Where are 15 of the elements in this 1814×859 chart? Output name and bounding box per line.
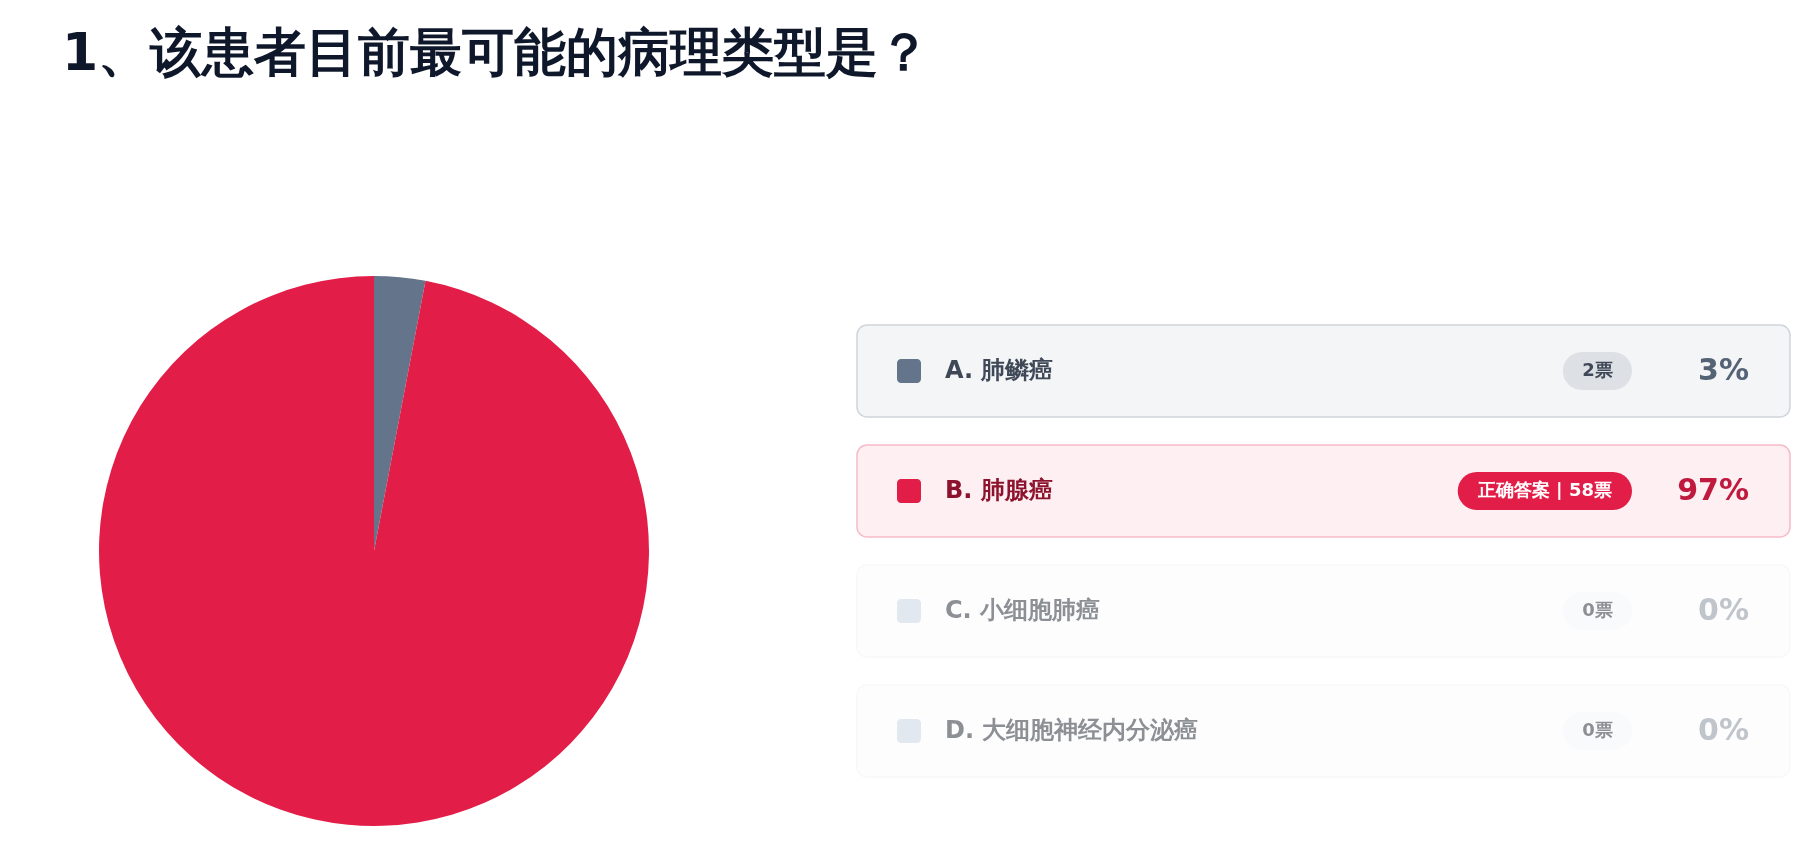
legend-label: C. 小细胞肺癌	[945, 596, 1101, 624]
data-label: 97%	[1677, 472, 1749, 507]
pie-slice	[99, 276, 649, 826]
legend-label: B. 肺腺癌	[945, 476, 1053, 504]
chart-title: 1、该患者目前最可能的病理类型是？	[62, 22, 931, 82]
text: 正确答案 | 58票	[1476, 479, 1612, 500]
text: 0%	[1698, 712, 1749, 747]
text: 2票	[1582, 359, 1613, 380]
text: 0票	[1582, 599, 1613, 620]
legend-label: D. 大细胞神经内分泌癌	[945, 716, 1199, 744]
pie-slice	[374, 276, 426, 551]
text: 0%	[1698, 592, 1749, 627]
data-label: 3%	[1698, 352, 1749, 387]
text: 0票	[1582, 719, 1613, 740]
legend-label: A. 肺鳞癌	[945, 356, 1054, 384]
